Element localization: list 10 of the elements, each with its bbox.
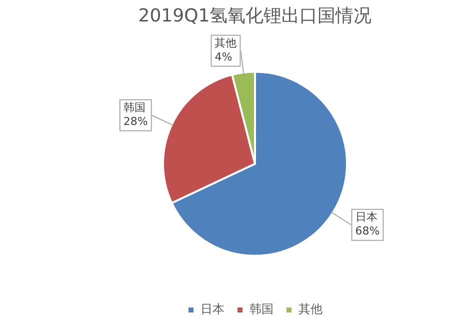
legend-label: 韩国 [250, 302, 274, 316]
slice-label: 韩国 [123, 101, 146, 114]
data-label: 68% [355, 224, 380, 238]
chart-title: 2019Q1氢氧化锂出口国情况 [138, 5, 372, 26]
slice-label: 其他 [214, 36, 237, 50]
data-label: 4% [214, 50, 232, 64]
legend-label: 其他 [298, 302, 322, 316]
legend-label: 日本 [200, 302, 224, 316]
data-label: 28% [123, 115, 148, 128]
slice-label: 日本 [355, 210, 378, 224]
